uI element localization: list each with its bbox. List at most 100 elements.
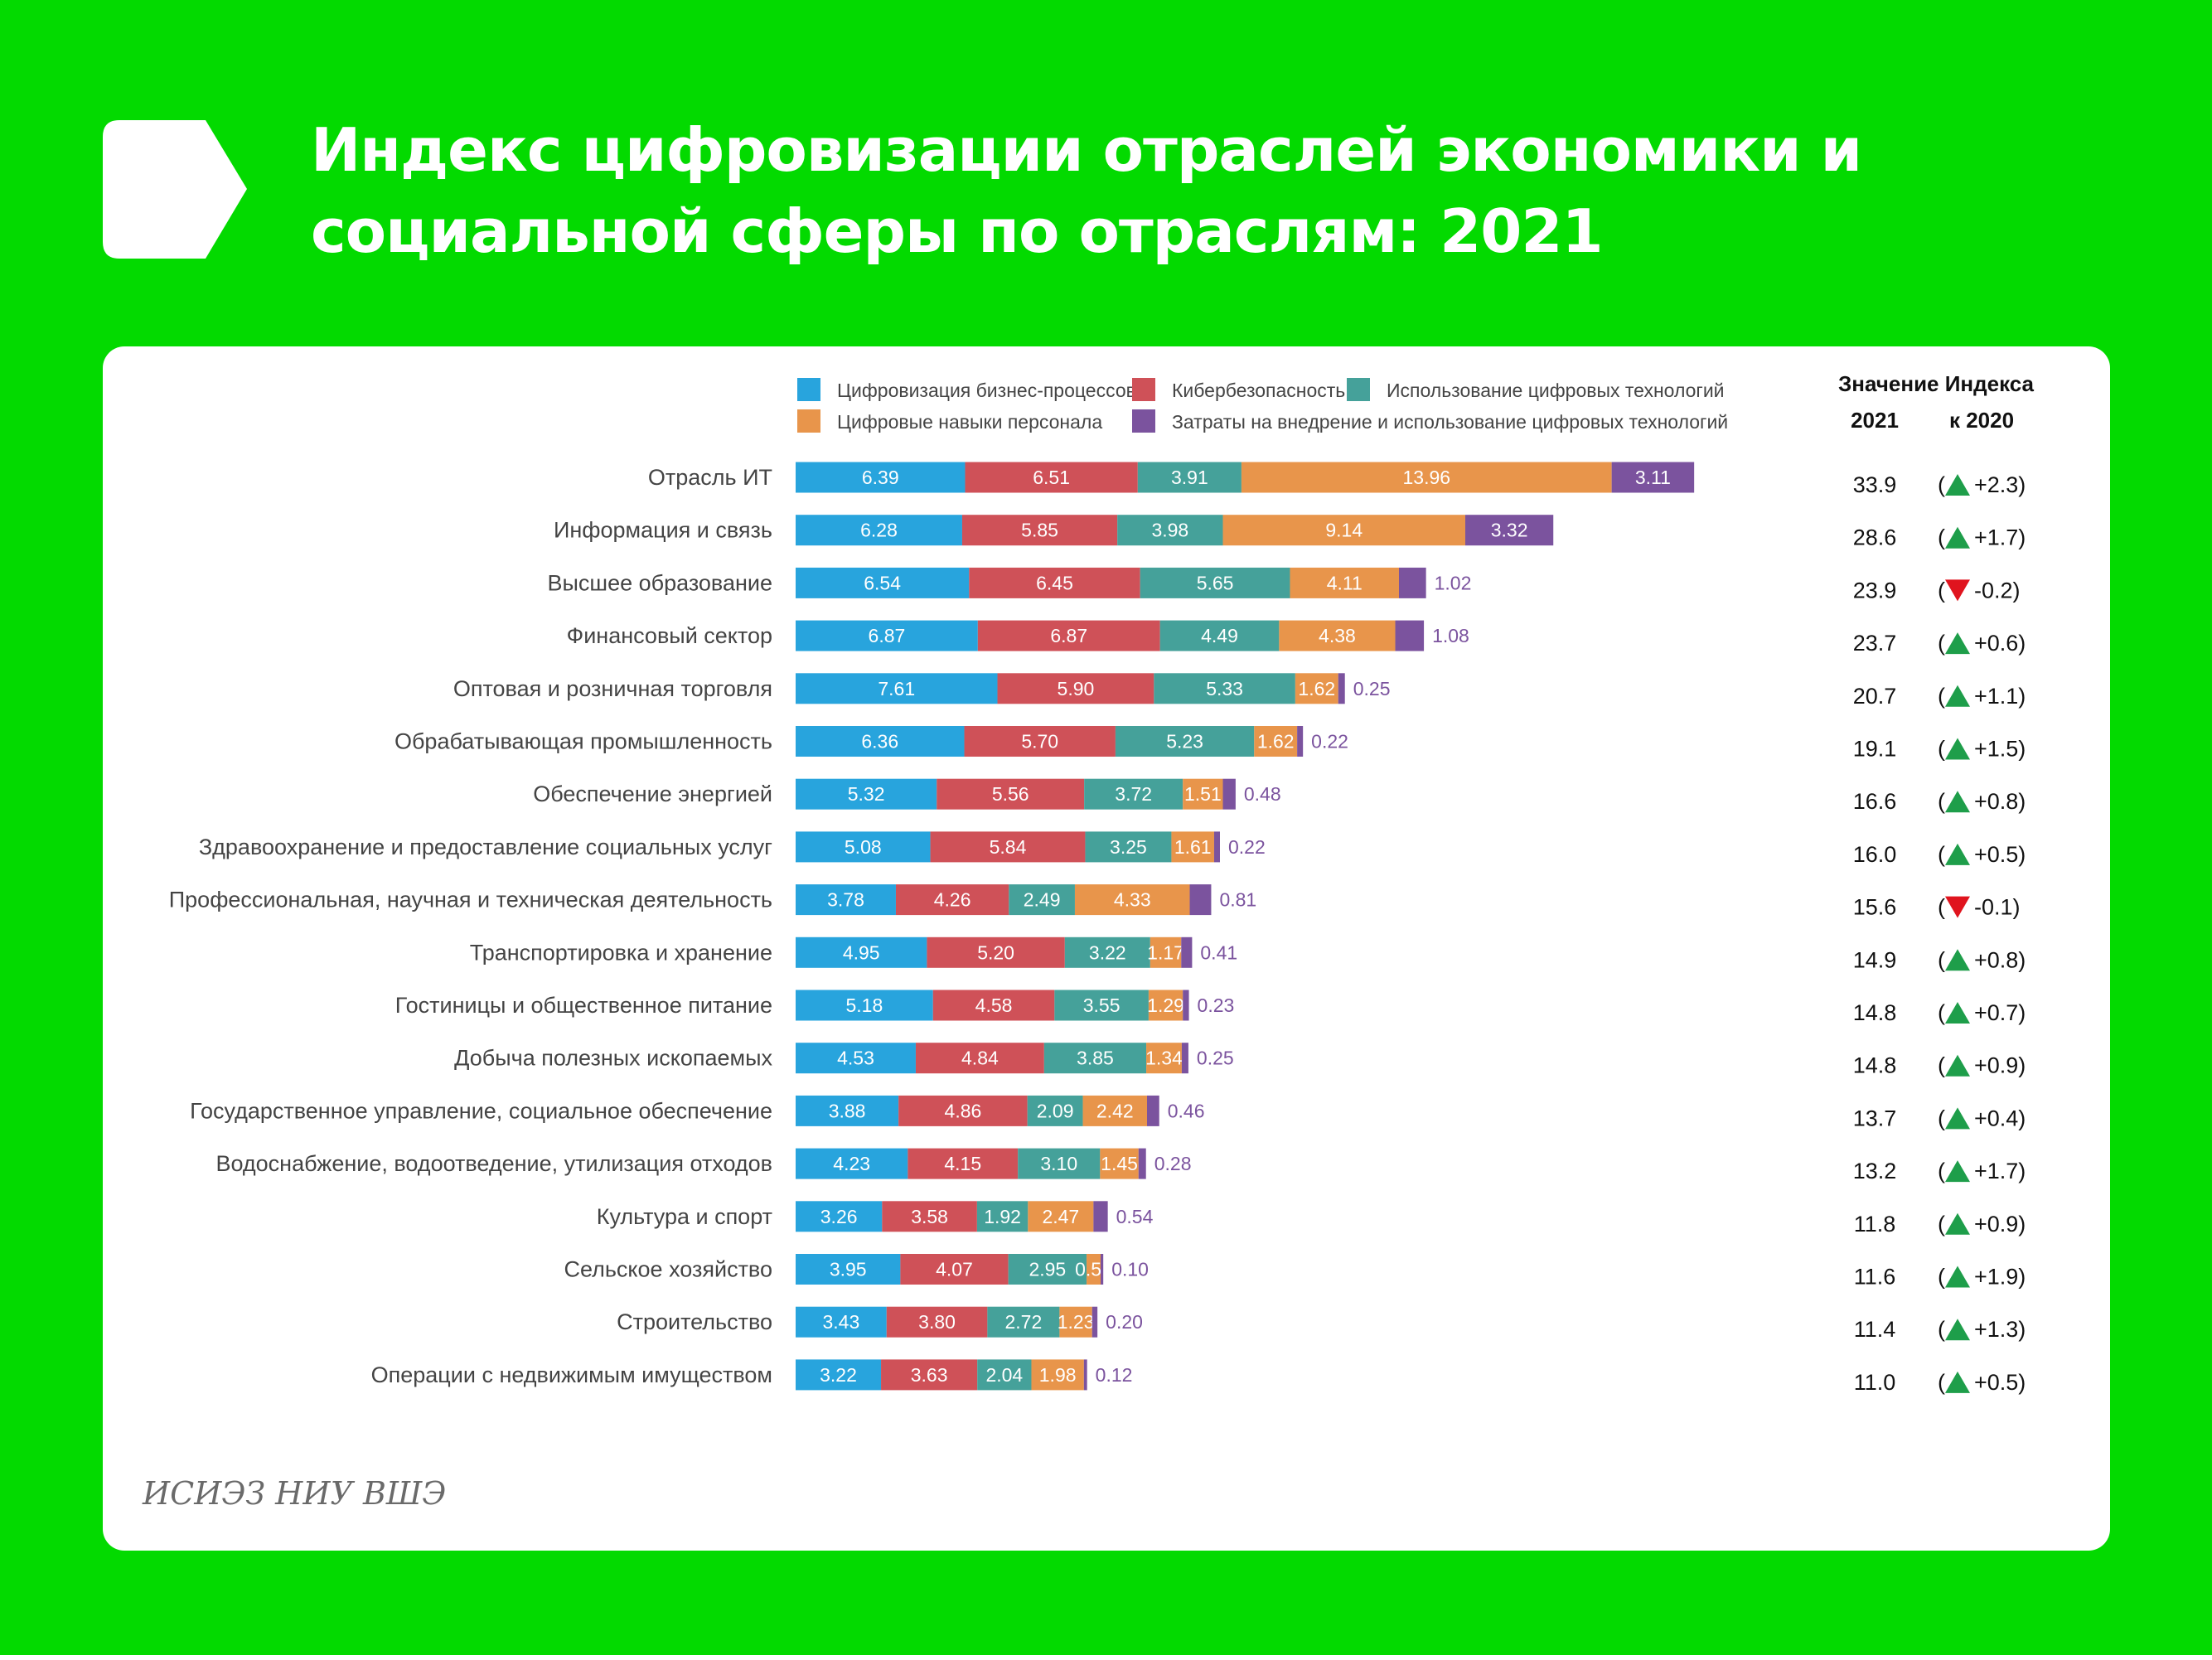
data-label: 0.20 [1106, 1311, 1143, 1333]
data-label: 5.23 [1166, 731, 1203, 753]
bar-segment-1 [881, 1359, 978, 1391]
index-value-2021: 19.1 [1853, 737, 1897, 762]
change-value: +1.7) [1974, 525, 2026, 550]
change-value: +0.9) [1974, 1053, 2026, 1078]
index-value-2021: 23.9 [1853, 578, 1897, 603]
data-label: 0.81 [1219, 889, 1256, 911]
bar-segment-2 [1043, 1043, 1147, 1074]
bar-segment-2 [1018, 1148, 1101, 1179]
index-value-2021: 14.8 [1853, 1053, 1897, 1078]
data-label: 2.72 [1004, 1311, 1042, 1333]
bar-segment-2 [1084, 778, 1183, 810]
bar-segment-2 [1009, 884, 1075, 916]
data-label: 3.95 [830, 1259, 867, 1280]
bar-segment-0 [796, 1306, 887, 1338]
bar-segment-0 [796, 936, 927, 968]
bar-segment-4 [1465, 515, 1554, 546]
data-label: 1.29 [1147, 995, 1184, 1016]
data-label: 2.95 [1029, 1259, 1066, 1280]
bar-segment-4 [1395, 620, 1425, 651]
category-label: Оптовая и розничная торговля [453, 676, 772, 701]
bar-segment-0 [796, 884, 896, 916]
bar-segment-2 [1154, 673, 1295, 704]
category-label: Отрасль ИТ [648, 465, 772, 490]
category-label: Добыча полезных ископаемых [454, 1046, 772, 1071]
bottom-strip [0, 1655, 2212, 1660]
arrow-down-icon [1945, 896, 1970, 918]
bar-segment-0 [796, 1095, 899, 1126]
data-label: 3.85 [1077, 1048, 1114, 1069]
bar-segment-2 [977, 1359, 1032, 1391]
data-label: 6.54 [864, 572, 901, 593]
legend-label-2: Использование цифровых технологий [1387, 380, 1725, 401]
change-value: +0.7) [1974, 1000, 2026, 1025]
bar-segment-0 [796, 990, 933, 1021]
logo-icon [103, 120, 247, 259]
change-paren-open: ( [1938, 1370, 1945, 1395]
bar-segment-0 [796, 1201, 883, 1232]
data-label: 0.53 [1075, 1259, 1112, 1280]
data-label: 1.51 [1184, 783, 1222, 805]
data-label: 4.23 [833, 1153, 870, 1174]
change-paren-open: ( [1938, 1159, 1945, 1183]
bar-segment-4 [1399, 567, 1426, 598]
arrow-up-icon [1945, 1266, 1970, 1288]
data-label: 6.87 [869, 625, 906, 646]
bar-segment-0 [796, 1148, 908, 1179]
data-label: 3.43 [822, 1311, 859, 1333]
bar-segment-3 [1171, 831, 1214, 863]
data-label: 7.61 [878, 678, 915, 699]
bar-segment-2 [1054, 990, 1149, 1021]
legend-label-1: Кибербезопасность [1172, 380, 1345, 401]
bar-segment-3 [1059, 1306, 1092, 1338]
category-label: Водоснабжение, водоотведение, утилизация… [215, 1151, 772, 1176]
category-label: Государственное управление, социальное о… [190, 1098, 772, 1123]
category-label: Информация и связь [554, 518, 772, 543]
data-label: 3.63 [911, 1364, 948, 1386]
data-label: 5.90 [1058, 678, 1095, 699]
bar-segment-3 [1082, 1095, 1147, 1126]
bar-segment-0 [796, 1254, 901, 1285]
bar-segment-4 [1083, 1359, 1087, 1391]
data-label: 1.98 [1039, 1364, 1077, 1386]
change-value: +0.4) [1974, 1106, 2026, 1130]
data-label: 4.84 [961, 1048, 999, 1069]
change-value: +0.9) [1974, 1212, 2026, 1237]
change-value: +1.1) [1974, 684, 2026, 709]
data-label: 1.08 [1432, 625, 1469, 646]
data-label: 0.25 [1353, 678, 1391, 699]
arrow-up-icon [1945, 738, 1970, 760]
data-label: 4.38 [1319, 625, 1356, 646]
change-paren-open: ( [1938, 684, 1945, 709]
category-label: Транспортировка и хранение [470, 940, 772, 965]
change-value: -0.2) [1974, 578, 2021, 603]
index-value-2021: 23.7 [1853, 631, 1897, 656]
bar-segment-3 [1150, 936, 1182, 968]
data-label: 3.80 [918, 1311, 956, 1333]
data-label: 6.39 [862, 467, 899, 488]
bar-segment-1 [932, 990, 1055, 1021]
bar-segment-3 [1087, 1254, 1101, 1285]
change-paren-open: ( [1938, 1265, 1945, 1290]
bar-segment-4 [1183, 990, 1189, 1021]
bar-segment-1 [977, 620, 1160, 651]
category-label: Гостиницы и общественное питание [395, 993, 772, 1018]
bar-segment-4 [1181, 936, 1193, 968]
bar-segment-2 [1085, 831, 1172, 863]
data-label: 0.23 [1198, 995, 1235, 1016]
data-label: 1.62 [1298, 678, 1335, 699]
data-label: 4.49 [1201, 625, 1238, 646]
bar-segment-1 [908, 1148, 1019, 1179]
index-value-2021: 15.6 [1853, 895, 1897, 920]
bar-segment-0 [796, 1043, 916, 1074]
data-label: 2.47 [1042, 1206, 1079, 1227]
bar-segment-2 [1137, 462, 1242, 493]
data-label: 3.25 [1110, 836, 1147, 858]
bar-segment-1 [965, 462, 1138, 493]
change-value: +1.5) [1974, 737, 2026, 762]
change-value: +0.8) [1974, 947, 2026, 972]
bar-segment-3 [1290, 567, 1399, 598]
bar-segment-4 [1101, 1254, 1104, 1285]
bar-segment-0 [796, 673, 998, 704]
